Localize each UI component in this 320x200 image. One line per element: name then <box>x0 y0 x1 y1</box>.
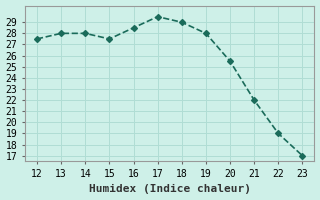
X-axis label: Humidex (Indice chaleur): Humidex (Indice chaleur) <box>89 184 251 194</box>
